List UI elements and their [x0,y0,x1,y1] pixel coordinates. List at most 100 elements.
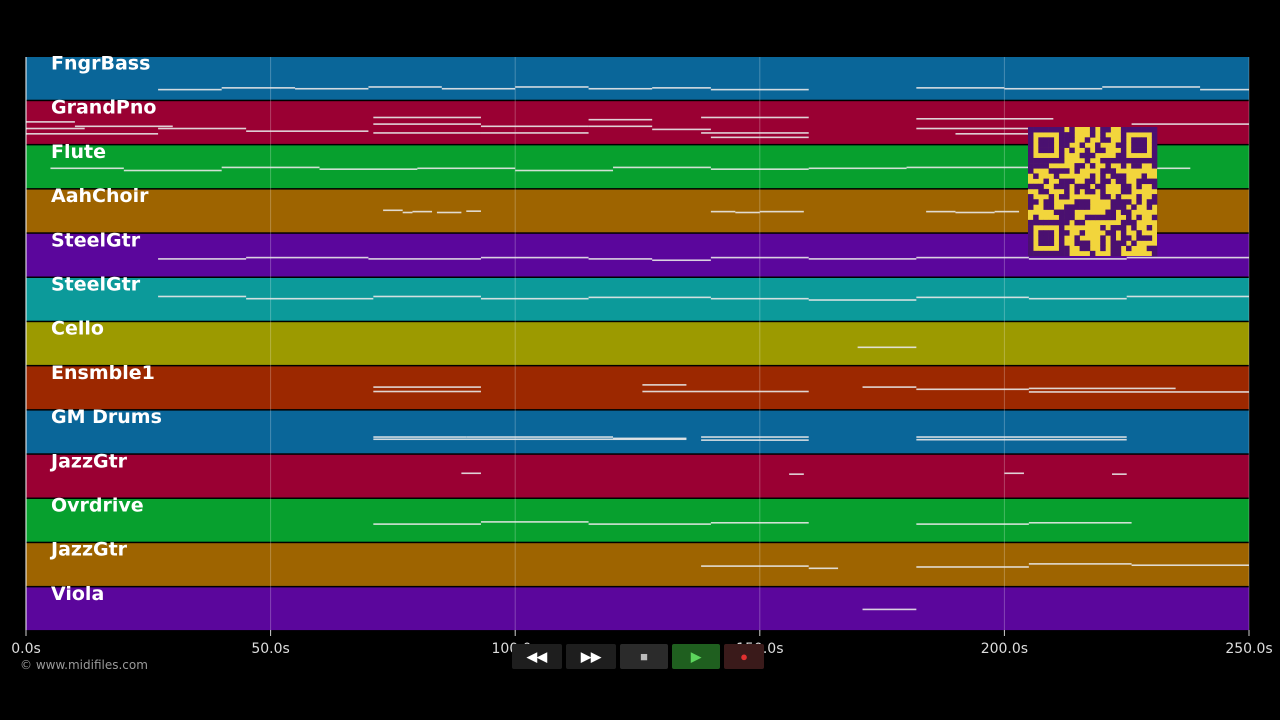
note-bar [373,436,467,438]
note-bar [642,384,687,386]
note-bar [916,566,1029,568]
note-bar [701,436,809,438]
note-bar [373,123,481,125]
note-bar [916,256,1029,259]
note-bar [710,521,809,524]
note-bar [373,295,481,298]
note-bar [1131,123,1249,125]
transport-controls: ◀◀ ▶▶ ■ ▶ ● [512,644,770,669]
note-bar [916,87,1005,89]
note-bar [480,132,589,134]
note-bar [1028,391,1249,393]
note-bar [373,386,481,388]
rewind-button[interactable]: ◀◀ [512,644,562,669]
note-bar [158,127,247,130]
note-bar [710,210,736,213]
note-bar [246,256,369,259]
note-bar [701,565,809,567]
note-bar [402,211,413,214]
play-button[interactable]: ▶ [672,644,720,669]
note-bar [221,166,320,169]
note-bar [652,87,711,89]
note-bar [588,296,711,299]
note-bar [1028,258,1127,260]
note-bar [652,128,711,131]
note-bar [515,169,614,172]
tick-label: 250.0s [1225,641,1272,657]
fast-forward-button[interactable]: ▶▶ [566,644,616,669]
note-bar [368,86,442,88]
track-label: Ensmble1 [51,362,155,384]
track-lane [26,587,1249,631]
note-bar [588,125,653,128]
note-bar [480,521,589,523]
note-bar [417,167,516,170]
note-bar [652,259,711,262]
note-bar [1131,564,1249,567]
note-bar [701,132,809,134]
track-lane [26,57,1249,100]
note-bar [158,258,247,260]
note-bar [373,132,481,134]
note-bar [710,88,809,91]
stop-button[interactable]: ■ [620,644,668,669]
note-bar [759,210,804,213]
note-bar [955,211,995,214]
note-bar [466,436,614,438]
note-bar [123,169,222,172]
note-bar [368,258,481,260]
note-bar [916,127,1127,130]
note-bar [613,166,711,169]
note-bar [26,127,85,130]
note-bar [808,567,839,570]
track-label: JazzGtr [49,450,128,472]
note-bar [926,210,956,213]
note-bar [461,472,481,475]
note-bar [906,166,1029,169]
note-bar [862,386,917,388]
note-bar [441,87,516,90]
note-bar [221,87,296,89]
note-bar [1200,88,1249,91]
note-bar [480,125,589,128]
note-bar [710,168,809,170]
note-bar [916,117,1054,120]
note-bar [808,167,907,170]
track-lane [26,410,1249,454]
note-bar [373,438,687,441]
track-lane [26,322,1249,365]
note-bar [789,473,804,475]
note-bar [916,438,1127,441]
note-bar [515,86,589,88]
track-label: SteelGtr [51,274,141,296]
note-bar [588,258,653,260]
note-bar [916,523,1029,525]
record-button[interactable]: ● [724,644,764,669]
note-bar [466,210,481,212]
track-label: Ovrdrive [51,495,144,517]
note-bar [1004,472,1024,475]
track-label: GM Drums [51,406,162,428]
note-bar [862,608,917,611]
note-bar [1126,256,1249,259]
note-bar [295,87,369,90]
note-bar [1028,387,1176,390]
track-label: SteelGtr [51,229,141,251]
qr-code-icon [1028,127,1158,257]
track-lane [26,499,1249,542]
note-bar [1028,563,1132,565]
track-label: GrandPno [51,97,156,119]
track-label: Viola [51,583,104,605]
note-bar [588,523,711,525]
note-bar [373,523,481,525]
note-bar [710,136,809,139]
note-bar [808,299,917,301]
note-bar [916,388,1029,391]
note-bar [158,295,247,298]
track-lane [26,454,1249,498]
note-bar [373,116,481,119]
note-bar [588,118,653,121]
note-bar [613,437,687,440]
tick-label: 0.0s [11,641,41,657]
